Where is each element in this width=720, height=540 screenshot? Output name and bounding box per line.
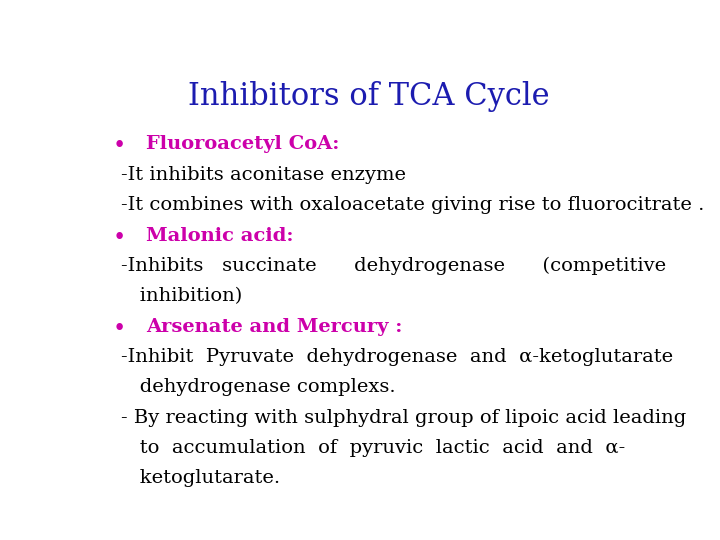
Text: Arsenate and Mercury :: Arsenate and Mercury :: [145, 318, 402, 335]
Text: Malonic acid:: Malonic acid:: [145, 227, 293, 245]
Text: •: •: [112, 136, 125, 158]
Text: to  accumulation  of  pyruvic  lactic  acid  and  α-: to accumulation of pyruvic lactic acid a…: [121, 439, 625, 457]
Text: -Inhibit  Pyruvate  dehydrogenase  and  α-ketoglutarate: -Inhibit Pyruvate dehydrogenase and α-ke…: [121, 348, 672, 366]
Text: •: •: [112, 227, 125, 248]
Text: Fluoroacetyl CoA:: Fluoroacetyl CoA:: [145, 136, 339, 153]
Text: Inhibitors of TCA Cycle: Inhibitors of TCA Cycle: [188, 82, 550, 112]
Text: - By reacting with sulphydral group of lipoic acid leading: - By reacting with sulphydral group of l…: [121, 409, 686, 427]
Text: dehydrogenase complexs.: dehydrogenase complexs.: [121, 379, 395, 396]
Text: -It combines with oxaloacetate giving rise to fluorocitrate .: -It combines with oxaloacetate giving ri…: [121, 196, 704, 214]
Text: •: •: [112, 318, 125, 340]
Text: inhibition): inhibition): [121, 287, 242, 305]
Text: ketoglutarate.: ketoglutarate.: [121, 469, 280, 488]
Text: -It inhibits aconitase enzyme: -It inhibits aconitase enzyme: [121, 166, 405, 184]
Text: -Inhibits   succinate      dehydrogenase      (competitive: -Inhibits succinate dehydrogenase (compe…: [121, 257, 666, 275]
